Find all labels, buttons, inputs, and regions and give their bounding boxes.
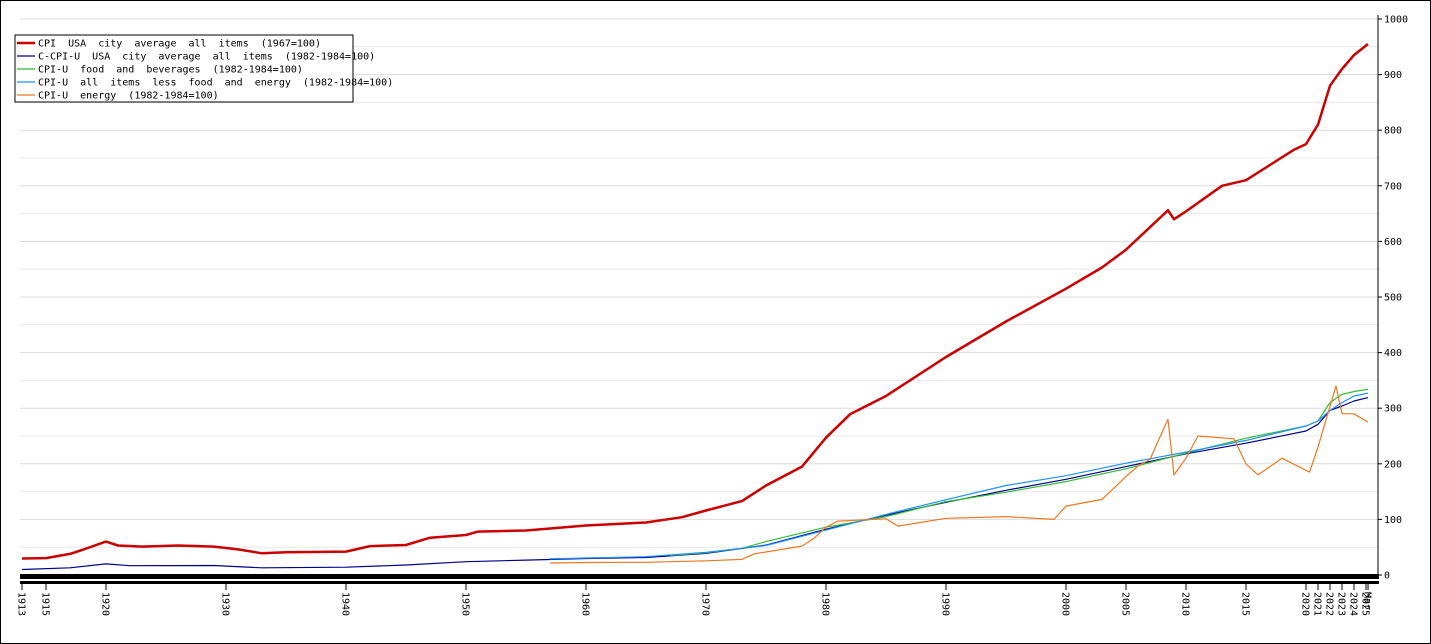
x-tick-label: 1960 [580,592,591,616]
y-tick-label: 0 [1384,571,1390,582]
y-tick-label: 1000 [1384,15,1408,26]
plot-lines [21,43,1369,571]
axes: 0 100 200 300 400 500 600 700 800 900 1000 1913 1915… [16,15,1409,617]
x-tick-label: 1970 [700,592,711,616]
legend-label: C-CPI-U USA city average all items (1982… [38,52,375,63]
x-tick-label: 2020 [1300,592,1311,616]
x-tick-label: 1940 [340,592,351,616]
x-tick-label: 1950 [460,592,471,616]
x-tick-label: 2021 [1312,592,1323,616]
legend: CPI USA city average all items (1967=100… [14,34,393,103]
y-tick-label: 200 [1384,459,1402,470]
legend-box [14,34,354,103]
x-tick-label: 2000 [1060,592,1071,616]
x-tick-label: 1930 [220,592,231,616]
x-tick-label: 1920 [100,592,111,616]
y-tick-label: 900 [1384,70,1402,81]
y-tick-label: 500 [1384,293,1402,304]
x-tick-label: 2022 [1324,592,1335,616]
x-axis-bar [20,574,1379,579]
y-tick-label: 700 [1384,181,1402,192]
y-tick-label: 600 [1384,237,1402,248]
x-tick-label: 2015 [1240,592,1251,616]
x-tick-label: 2024 [1348,592,1359,616]
y-tick-label: 800 [1384,126,1402,137]
x-tick-label: 2005 [1120,592,1131,616]
series-line [21,397,1369,571]
legend-label: CPI USA city average all items (1967=100… [38,39,321,50]
legend-label: CPI-U energy (1982-1984=100) [38,91,219,102]
x-axis-bar [20,581,1379,584]
x-tick-label: 1915 [40,592,51,616]
x-tick-label: 1980 [820,592,831,616]
legend-label: CPI-U all items less food and energy (19… [38,78,393,89]
series-line [21,43,1369,560]
series-line [549,385,1369,564]
y-tick-label: 100 [1384,515,1402,526]
x-tick-label: 1990 [940,592,951,616]
y-tick-label: 300 [1384,404,1402,415]
x-tick-label: 2010 [1180,592,1191,616]
legend-label: CPI-U food and beverages (1982-1984=100) [38,65,303,76]
x-tick-label: Mar [1362,592,1373,610]
x-tick-label: 1913 [16,592,27,616]
y-tick-label: 400 [1384,348,1402,359]
x-tick-label: 2023 [1336,592,1347,616]
series-line [549,392,1369,560]
x-tick-label: 2025 [1360,592,1371,616]
